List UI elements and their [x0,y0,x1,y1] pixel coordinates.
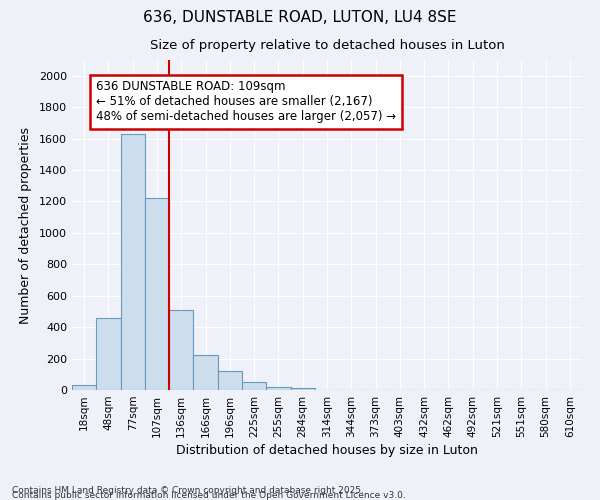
Bar [121,134,145,390]
Bar [169,310,193,390]
Bar [193,354,218,390]
X-axis label: Distribution of detached houses by size in Luton: Distribution of detached houses by size … [176,444,478,457]
Bar [96,318,121,390]
Y-axis label: Number of detached properties: Number of detached properties [19,126,32,324]
Bar [266,387,290,390]
Bar [290,388,315,390]
Text: Contains HM Land Registry data © Crown copyright and database right 2025.: Contains HM Land Registry data © Crown c… [12,486,364,495]
Text: Contains public sector information licensed under the Open Government Licence v3: Contains public sector information licen… [12,490,406,500]
Text: 636 DUNSTABLE ROAD: 109sqm
← 51% of detached houses are smaller (2,167)
48% of s: 636 DUNSTABLE ROAD: 109sqm ← 51% of deta… [96,80,397,124]
Text: 636, DUNSTABLE ROAD, LUTON, LU4 8SE: 636, DUNSTABLE ROAD, LUTON, LU4 8SE [143,10,457,25]
Bar [218,371,242,390]
Bar [145,198,169,390]
Bar [72,386,96,390]
Bar [242,382,266,390]
Title: Size of property relative to detached houses in Luton: Size of property relative to detached ho… [149,39,505,52]
